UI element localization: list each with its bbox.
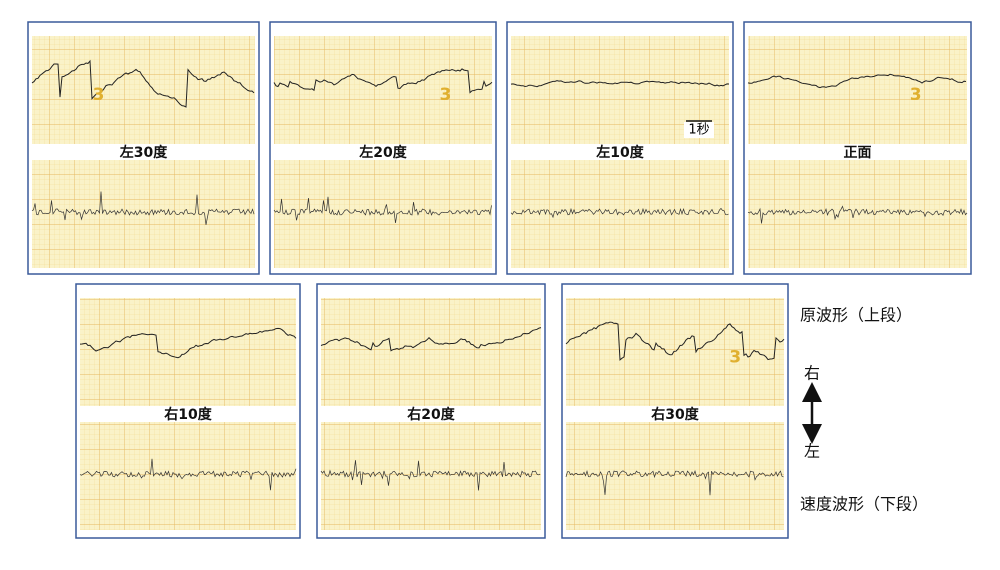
velocity-waveform <box>79 458 297 491</box>
chart-grid-lower <box>80 422 296 530</box>
panel-label: 左30度 <box>119 144 168 161</box>
velocity-waveform <box>510 207 729 219</box>
stamp: 3 <box>729 348 741 368</box>
panel-label: 右20度 <box>406 406 455 423</box>
scale-box <box>684 122 714 138</box>
lower-legend: 速度波形（下段） <box>800 495 928 514</box>
raw-waveform <box>747 73 967 89</box>
chart-grid-upper <box>274 36 492 144</box>
stamp: 3 <box>440 85 452 105</box>
chart-grid-lower <box>511 160 729 268</box>
raw-waveform <box>273 68 493 94</box>
velocity-waveform <box>747 205 968 224</box>
velocity-waveform <box>273 196 492 224</box>
chart-grid-upper <box>32 36 255 144</box>
chart-grid-upper <box>566 298 784 406</box>
raw-waveform <box>510 80 730 88</box>
panel-label: 右30度 <box>650 406 699 423</box>
velocity-waveform <box>565 469 784 496</box>
chart-grid-upper <box>748 36 967 144</box>
chart-grid-lower <box>32 160 255 268</box>
scale-label: 1秒 <box>688 123 709 138</box>
right-label: 右 <box>804 364 820 383</box>
stamp: 3 <box>93 85 105 105</box>
raw-waveform <box>79 327 297 359</box>
panel-label: 右10度 <box>163 406 212 423</box>
upper-legend: 原波形（上段） <box>800 306 912 325</box>
panel-label: 左20度 <box>358 144 407 161</box>
chart-grid-lower <box>748 160 967 268</box>
left-label: 左 <box>804 442 820 461</box>
chart-grid-upper <box>321 298 541 406</box>
raw-waveform <box>565 321 785 361</box>
raw-waveform <box>31 59 255 108</box>
velocity-waveform <box>31 191 255 225</box>
velocity-waveform <box>320 460 541 491</box>
raw-waveform <box>320 327 542 352</box>
panel-label: 正面 <box>844 145 872 161</box>
chart-grid-upper <box>80 298 296 406</box>
panel-label: 左10度 <box>595 144 644 161</box>
stamp: 3 <box>910 85 922 105</box>
